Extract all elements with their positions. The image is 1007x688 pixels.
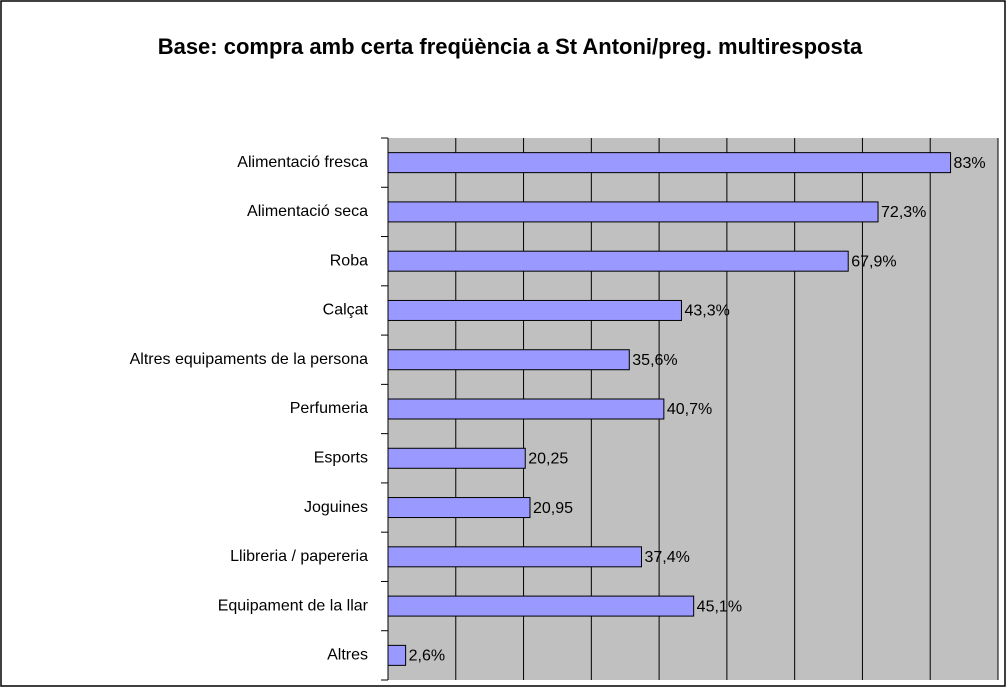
category-label: Esports — [314, 449, 368, 466]
bar — [387, 497, 531, 519]
chart-title: Base: compra amb certa freqüència a St A… — [157, 34, 863, 59]
category-label: Calçat — [323, 302, 369, 319]
category-label: Llibreria / papereria — [230, 548, 368, 565]
bar — [387, 644, 407, 666]
bar — [387, 152, 952, 174]
bar — [387, 250, 849, 272]
data-label: 37,4% — [644, 549, 689, 566]
bar — [387, 595, 695, 617]
category-label: Altres — [327, 647, 368, 664]
bar — [387, 201, 879, 223]
category-label: Alimentació seca — [247, 203, 368, 220]
data-label: 83% — [954, 155, 986, 172]
data-label: 35,6% — [632, 352, 677, 369]
data-label: 67,9% — [851, 253, 896, 270]
category-label: Roba — [330, 252, 368, 269]
category-label: Altres equipaments de la persona — [130, 351, 368, 368]
data-label: 20,25 — [528, 450, 568, 467]
bar — [387, 398, 665, 420]
data-label: 43,3% — [684, 303, 729, 320]
data-label: 2,6% — [409, 648, 445, 665]
data-label: 45,1% — [697, 598, 742, 615]
data-label: 20,95 — [533, 500, 573, 517]
bar — [387, 546, 642, 568]
data-label: 40,7% — [667, 401, 712, 418]
category-label: Joguines — [304, 499, 368, 516]
data-label: 72,3% — [881, 204, 926, 221]
bar — [387, 299, 682, 321]
category-label: Equipament de la llar — [218, 597, 369, 614]
bar — [387, 349, 630, 371]
bar — [387, 447, 526, 469]
category-label: Alimentació fresca — [237, 154, 368, 171]
category-label: Perfumeria — [290, 400, 368, 417]
